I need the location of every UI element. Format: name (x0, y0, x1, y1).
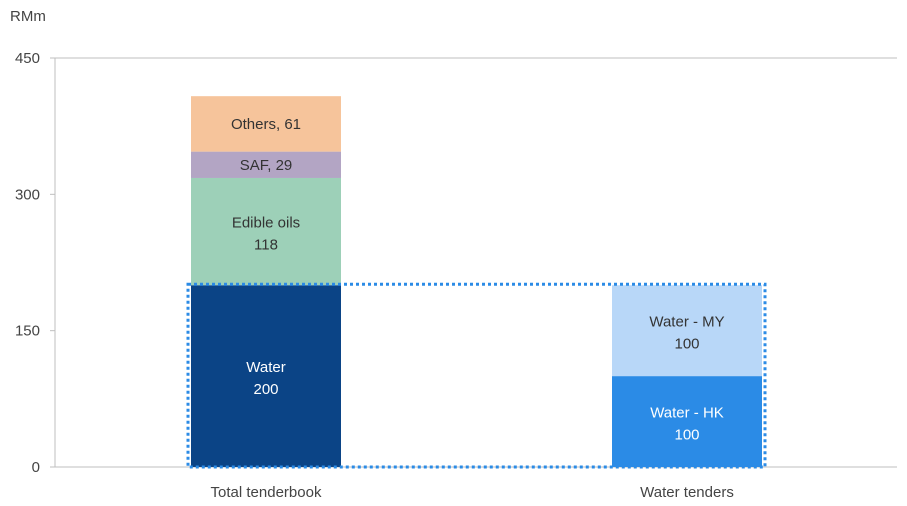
y-tick-label: 150 (15, 323, 40, 340)
bar-segment (191, 285, 341, 467)
segment-label: Water - HK (650, 405, 724, 422)
unit-label: RMm (10, 8, 46, 25)
category-label: Water tenders (640, 484, 734, 501)
segment-label: Water (246, 359, 285, 376)
segment-value-label: 100 (674, 427, 699, 444)
segment-label: Water - MY (649, 314, 724, 331)
bar-segment (612, 285, 762, 377)
bar-segment (191, 151, 341, 178)
segment-label: Edible oils (232, 215, 300, 232)
bar-segment (191, 177, 341, 286)
category-label: Total tenderbook (211, 484, 322, 501)
segment-value-label: 118 (254, 237, 278, 254)
y-tick-label: 0 (32, 459, 40, 476)
segment-value-label: 200 (253, 381, 278, 398)
bar-segment (612, 376, 762, 467)
segment-label: SAF, 29 (240, 157, 293, 174)
y-tick-label: 450 (15, 50, 40, 67)
y-tick-label: 300 (15, 186, 40, 203)
segment-value-label: 100 (674, 336, 699, 353)
bar-segment (191, 96, 341, 152)
segment-label: Others, 61 (231, 116, 301, 133)
water-highlight-box (186, 282, 767, 469)
